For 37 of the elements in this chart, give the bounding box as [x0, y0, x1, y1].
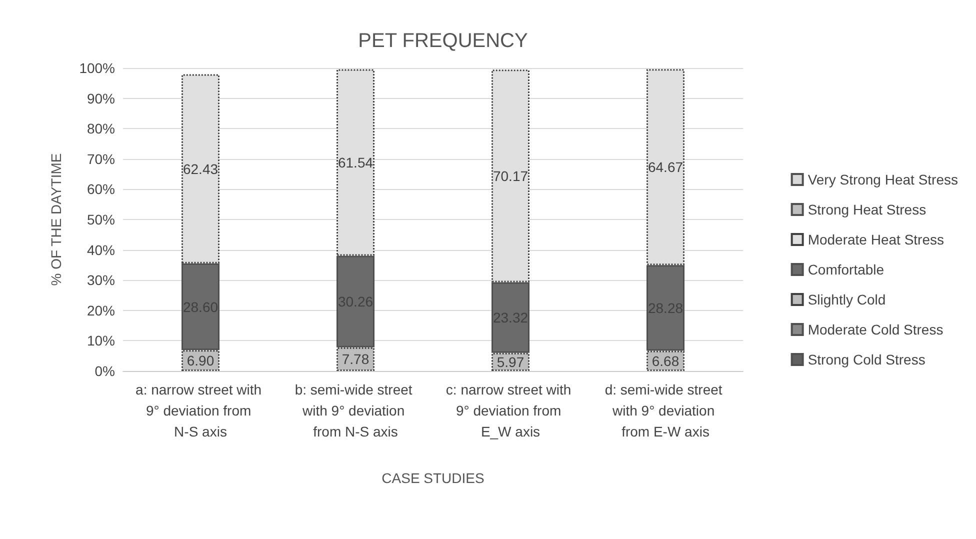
y-tick-label: 0%	[94, 363, 115, 379]
data-label: 61.54	[338, 154, 374, 171]
y-tick-label: 30%	[86, 272, 115, 288]
legend-label: Moderate Heat Stress	[808, 232, 944, 248]
y-tick-label: 40%	[86, 242, 115, 258]
data-label: 5.97	[496, 354, 524, 370]
y-tick-label: 60%	[86, 181, 115, 198]
bar	[336, 256, 374, 348]
legend-label: Very Strong Heat Stress	[808, 172, 958, 188]
x-tick-label: a: narrow street with 9° deviation from N-S axis	[136, 382, 266, 440]
data-label: 6.68	[652, 352, 680, 369]
bar	[646, 265, 684, 351]
data-label: 64.67	[648, 159, 684, 176]
data-label: 7.78	[342, 351, 370, 368]
y-tick-label: 10%	[86, 332, 115, 349]
x-axis-title: CASE STUDIES	[382, 470, 484, 486]
data-label: 6.90	[186, 352, 214, 369]
x-tick-label: c: narrow street with 9° deviation from E_W axis	[446, 382, 576, 440]
y-tick-label: 70%	[86, 150, 115, 167]
y-tick-label: 20%	[86, 302, 115, 318]
data-label: 70.17	[492, 168, 528, 184]
y-tick-label: 90%	[86, 90, 115, 106]
y-tick-label: 50%	[86, 212, 115, 228]
x-tick-label: d: semi-wide street with 9° deviation from E-W axis	[604, 382, 726, 440]
legend-label: Strong Cold Stress	[808, 352, 926, 368]
y-tick-label: 80%	[86, 120, 115, 137]
data-label: 62.43	[182, 160, 218, 177]
legend-label: Comfortable	[808, 262, 884, 278]
bar	[492, 282, 530, 353]
x-tick-label: b: semi-wide street with 9° deviation from N-S axis	[294, 382, 416, 440]
y-axis-title: % OF THE DAYTIME	[48, 153, 64, 286]
chart-title: PET FREQUENCY	[358, 30, 528, 52]
legend-label: Slightly Cold	[808, 292, 886, 308]
legend-label: Moderate Cold Stress	[808, 322, 944, 338]
y-tick-label: 100%	[79, 60, 115, 76]
legend-label: Strong Heat Stress	[808, 202, 926, 218]
bar	[182, 263, 220, 350]
